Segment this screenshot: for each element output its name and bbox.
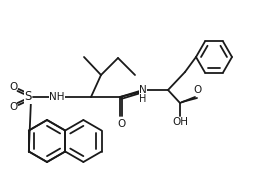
Text: H: H [139, 94, 147, 104]
Text: O: O [9, 82, 17, 92]
Text: NH: NH [49, 92, 65, 102]
Text: O: O [118, 119, 126, 129]
Text: OH: OH [172, 117, 188, 127]
Text: S: S [24, 90, 32, 103]
Text: O: O [193, 85, 201, 95]
Text: N: N [139, 85, 147, 95]
Text: O: O [9, 102, 17, 112]
